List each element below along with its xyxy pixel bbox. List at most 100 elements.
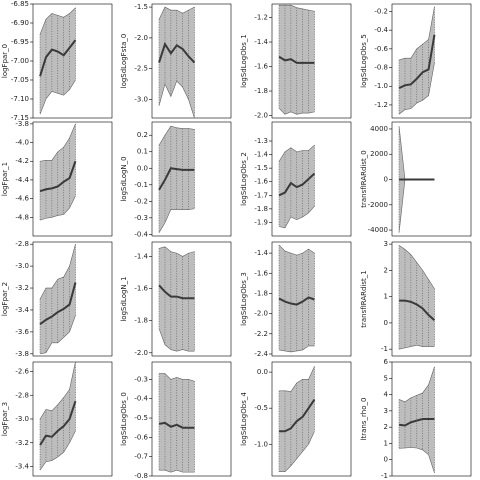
y-tick-label: 0 xyxy=(384,176,388,184)
mean-line xyxy=(158,41,196,64)
y-tick-label: -3.2 xyxy=(15,439,29,447)
y-tick-label: -1.4 xyxy=(134,252,148,260)
band-upper xyxy=(278,244,315,256)
y-tick-label: -1.8 xyxy=(254,289,268,297)
y-tick-label: -4.6 xyxy=(15,195,29,203)
y-axis-label: logSdLogObs_2 xyxy=(240,152,248,206)
band-upper xyxy=(158,246,195,257)
y-tick-label: -1.6 xyxy=(254,269,268,277)
mean-line xyxy=(158,421,195,429)
y-tick-label: 1 xyxy=(384,439,388,447)
y-tick-label: -0.8 xyxy=(134,472,148,480)
y-tick-label: -2.2 xyxy=(254,330,268,338)
y-axis-label: transfIRARdist_1 xyxy=(360,270,368,328)
band-fill xyxy=(428,278,435,347)
y-tick-label: -3.8 xyxy=(15,350,29,358)
band-fill xyxy=(158,246,166,345)
band-lower xyxy=(398,62,435,115)
y-tick-label: -4.2 xyxy=(15,157,29,165)
y-tick-label: -2.0 xyxy=(254,112,268,120)
band-fill xyxy=(404,248,412,349)
y-tick-label: -2.5 xyxy=(134,65,148,73)
y-tick-label: -0.8 xyxy=(374,64,388,72)
mean-line xyxy=(278,296,315,306)
y-tick-label: -1.5 xyxy=(134,3,148,11)
band-fill xyxy=(290,252,298,353)
y-tick-label: -0.2 xyxy=(134,197,148,205)
band-lower xyxy=(279,205,315,229)
band-fill xyxy=(170,251,178,352)
mean-line xyxy=(398,34,436,90)
y-axis-label: logSdLogObs_4 xyxy=(240,392,248,446)
band-fill xyxy=(182,252,189,352)
y-tick-label: -0.3 xyxy=(134,214,148,222)
y-tick-label: 4000 xyxy=(370,125,388,133)
mean-line xyxy=(39,282,77,326)
y-tick-label: -0.4 xyxy=(374,26,388,34)
y-tick-label: -3.0 xyxy=(134,96,148,104)
band-fill xyxy=(308,9,315,114)
band-fill xyxy=(176,252,183,352)
mean-line xyxy=(39,160,77,193)
y-tick-label: -3.4 xyxy=(15,463,29,471)
y-axis-label: logSdLogObs_0 xyxy=(120,392,128,446)
y-tick-label: -1.6 xyxy=(254,178,268,186)
band-lower xyxy=(39,430,76,471)
y-tick-label: -1 xyxy=(381,472,388,480)
band-fill xyxy=(51,151,59,218)
y-tick-label: -2.0 xyxy=(254,310,268,318)
y-tick-label: -3.8 xyxy=(15,120,29,128)
y-axis-label: logFpar_1 xyxy=(1,162,9,196)
y-tick-label: -1.9 xyxy=(254,218,268,226)
y-axis-label: logSdLogObs_1 xyxy=(240,34,248,88)
y-tick-label: -7.05 xyxy=(11,76,29,84)
y-tick-label: -0.6 xyxy=(134,433,148,441)
y-tick-label: -4.8 xyxy=(15,213,29,221)
band-fill xyxy=(416,392,423,451)
y-tick-label: -1.3 xyxy=(254,137,268,145)
band-fill xyxy=(188,379,195,473)
mean-line xyxy=(39,39,77,77)
y-tick-label: 2 xyxy=(384,266,388,274)
y-tick-label: -1.5 xyxy=(254,164,268,172)
y-axis-label: logSdLogObs_3 xyxy=(240,272,248,326)
y-tick-label: -1.8 xyxy=(254,205,268,213)
mean-line xyxy=(278,55,315,64)
band-upper xyxy=(398,366,435,403)
y-tick-label: -6.95 xyxy=(11,38,29,46)
y-tick-label: 2 xyxy=(384,423,388,431)
y-tick-label: -1.4 xyxy=(254,249,268,257)
band-fill xyxy=(63,137,70,216)
y-tick-label: -1.4 xyxy=(254,151,268,159)
mean-line xyxy=(398,418,435,427)
y-tick-label: -1.2 xyxy=(374,101,388,109)
y-tick-label: 0 xyxy=(384,319,388,327)
y-tick-label: -1.0 xyxy=(254,440,268,448)
y-tick-label: -7.00 xyxy=(11,57,29,65)
y-tick-label: -4000 xyxy=(368,226,388,234)
y-tick-label: -0.2 xyxy=(374,7,388,15)
y-tick-label: -3.0 xyxy=(15,415,29,423)
band-upper xyxy=(39,361,76,420)
band-lower xyxy=(40,315,76,355)
y-tick-label: -1.8 xyxy=(134,317,148,325)
band-upper xyxy=(158,125,195,146)
band-fill xyxy=(410,253,418,347)
y-tick-label: -3.4 xyxy=(15,306,29,314)
y-tick-label: -2.8 xyxy=(15,240,29,248)
mean-line xyxy=(279,398,316,433)
y-tick-label: -0.6 xyxy=(374,45,388,53)
band-fill xyxy=(63,265,70,338)
y-tick-label: -1.7 xyxy=(254,191,268,199)
mean-line xyxy=(158,167,195,191)
y-tick-label: 5 xyxy=(384,374,388,382)
y-tick-label: 6 xyxy=(384,358,389,366)
band-upper xyxy=(159,373,195,382)
mean-line xyxy=(278,172,316,197)
band-fill xyxy=(164,246,172,351)
y-tick-label: -1.6 xyxy=(134,285,148,293)
y-tick-label: -2000 xyxy=(368,201,388,209)
band-upper xyxy=(158,6,195,20)
y-tick-label: 0.2 xyxy=(137,131,148,139)
